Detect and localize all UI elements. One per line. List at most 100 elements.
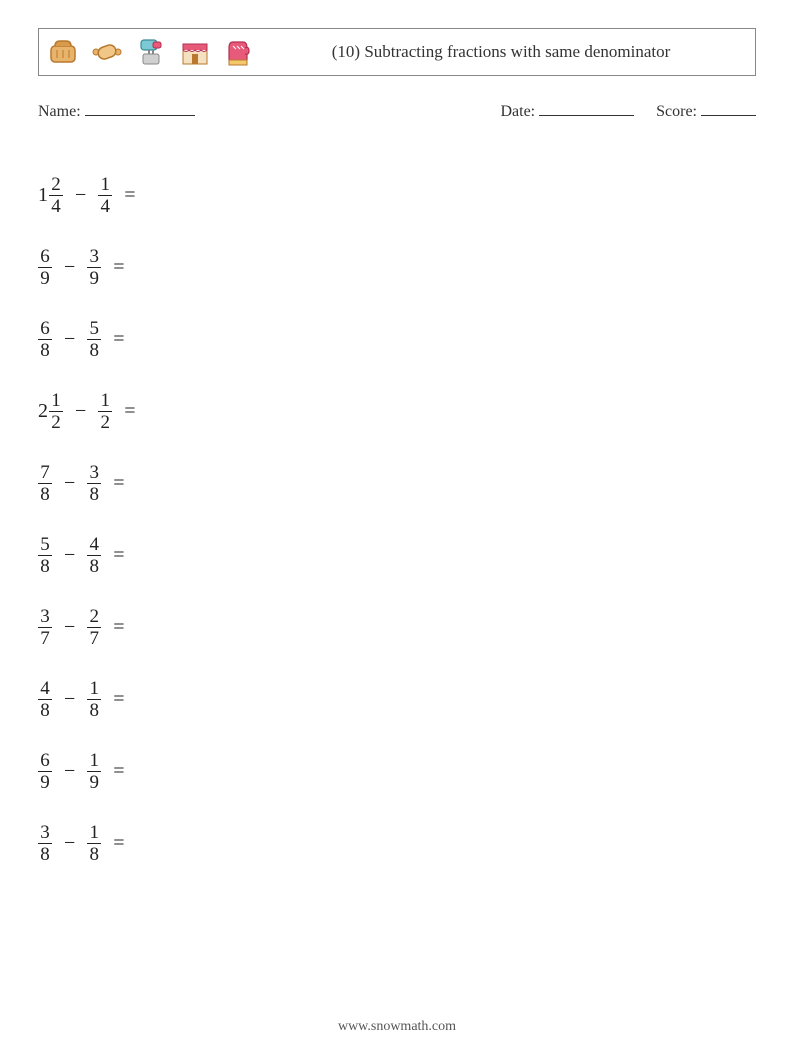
header-box: (10) Subtracting fractions with same den… bbox=[38, 28, 756, 76]
numerator: 5 bbox=[38, 534, 52, 555]
problem-row: 69−39= bbox=[38, 231, 756, 303]
numerator: 1 bbox=[88, 750, 102, 771]
problem-row: 48−18= bbox=[38, 663, 756, 735]
fraction: 18 bbox=[87, 822, 101, 865]
denominator: 8 bbox=[88, 556, 102, 577]
denominator: 9 bbox=[88, 268, 102, 289]
denominator: 4 bbox=[49, 196, 63, 217]
name-blank[interactable] bbox=[85, 102, 195, 116]
date-blank[interactable] bbox=[539, 102, 634, 116]
equals-sign: = bbox=[124, 400, 135, 423]
fraction: 48 bbox=[87, 534, 101, 577]
fraction: 69 bbox=[38, 750, 52, 793]
fraction: 18 bbox=[87, 678, 101, 721]
footer-url: www.snowmath.com bbox=[0, 1019, 794, 1035]
fraction: 12 bbox=[98, 390, 112, 433]
rolling-pin-icon bbox=[91, 36, 123, 68]
score-label: Score: bbox=[656, 103, 697, 120]
numerator: 6 bbox=[38, 246, 52, 267]
problem-row: 68−58= bbox=[38, 303, 756, 375]
denominator: 8 bbox=[88, 484, 102, 505]
minus-operator: − bbox=[64, 832, 75, 855]
header-icons bbox=[47, 36, 255, 68]
denominator: 4 bbox=[99, 196, 113, 217]
numerator: 2 bbox=[49, 174, 63, 195]
denominator: 8 bbox=[88, 340, 102, 361]
numerator: 1 bbox=[49, 390, 63, 411]
denominator: 8 bbox=[38, 340, 52, 361]
numerator: 2 bbox=[88, 606, 102, 627]
fraction: 19 bbox=[87, 750, 101, 793]
minus-operator: − bbox=[75, 400, 86, 423]
name-label: Name: bbox=[38, 103, 81, 120]
minus-operator: − bbox=[64, 544, 75, 567]
bread-icon bbox=[47, 36, 79, 68]
name-field: Name: bbox=[38, 102, 500, 121]
minus-operator: − bbox=[64, 472, 75, 495]
denominator: 2 bbox=[99, 412, 113, 433]
fraction: 37 bbox=[38, 606, 52, 649]
denominator: 7 bbox=[38, 628, 52, 649]
shop-icon bbox=[179, 36, 211, 68]
problem-row: 124−14= bbox=[38, 159, 756, 231]
equals-sign: = bbox=[113, 616, 124, 639]
score-field: Score: bbox=[656, 102, 756, 121]
problem-row: 212−12= bbox=[38, 375, 756, 447]
denominator: 9 bbox=[38, 772, 52, 793]
numerator: 5 bbox=[88, 318, 102, 339]
whole-number: 2 bbox=[38, 400, 48, 423]
worksheet-title: (10) Subtracting fractions with same den… bbox=[255, 41, 747, 62]
denominator: 8 bbox=[38, 700, 52, 721]
equals-sign: = bbox=[113, 688, 124, 711]
minus-operator: − bbox=[64, 616, 75, 639]
problem-row: 37−27= bbox=[38, 591, 756, 663]
oven-mitt-icon bbox=[223, 36, 255, 68]
fraction: 38 bbox=[87, 462, 101, 505]
numerator: 4 bbox=[88, 534, 102, 555]
problem-row: 78−38= bbox=[38, 447, 756, 519]
date-field: Date: bbox=[500, 102, 634, 121]
problems-list: 124−14=69−39=68−58=212−12=78−38=58−48=37… bbox=[38, 159, 756, 879]
equals-sign: = bbox=[113, 544, 124, 567]
numerator: 3 bbox=[38, 822, 52, 843]
denominator: 9 bbox=[88, 772, 102, 793]
denominator: 8 bbox=[88, 844, 102, 865]
fraction: 69 bbox=[38, 246, 52, 289]
numerator: 3 bbox=[88, 246, 102, 267]
minus-operator: − bbox=[64, 256, 75, 279]
fraction: 27 bbox=[87, 606, 101, 649]
equals-sign: = bbox=[113, 256, 124, 279]
fraction: 24 bbox=[49, 174, 63, 217]
fraction: 48 bbox=[38, 678, 52, 721]
problem-row: 69−19= bbox=[38, 735, 756, 807]
numerator: 1 bbox=[99, 174, 113, 195]
equals-sign: = bbox=[124, 184, 135, 207]
numerator: 6 bbox=[38, 750, 52, 771]
minus-operator: − bbox=[64, 328, 75, 351]
fraction: 14 bbox=[98, 174, 112, 217]
minus-operator: − bbox=[64, 760, 75, 783]
equals-sign: = bbox=[113, 328, 124, 351]
denominator: 8 bbox=[88, 700, 102, 721]
denominator: 8 bbox=[38, 484, 52, 505]
numerator: 7 bbox=[38, 462, 52, 483]
numerator: 3 bbox=[88, 462, 102, 483]
numerator: 6 bbox=[38, 318, 52, 339]
fraction: 78 bbox=[38, 462, 52, 505]
numerator: 1 bbox=[99, 390, 113, 411]
info-row: Name: Date: Score: bbox=[38, 102, 756, 121]
equals-sign: = bbox=[113, 832, 124, 855]
fraction: 68 bbox=[38, 318, 52, 361]
fraction: 12 bbox=[49, 390, 63, 433]
numerator: 4 bbox=[38, 678, 52, 699]
minus-operator: − bbox=[75, 184, 86, 207]
mixer-icon bbox=[135, 36, 167, 68]
numerator: 1 bbox=[88, 822, 102, 843]
denominator: 9 bbox=[38, 268, 52, 289]
fraction: 39 bbox=[87, 246, 101, 289]
score-blank[interactable] bbox=[701, 102, 756, 116]
problem-row: 58−48= bbox=[38, 519, 756, 591]
fraction: 58 bbox=[87, 318, 101, 361]
fraction: 58 bbox=[38, 534, 52, 577]
problem-row: 3 8−18 = bbox=[38, 807, 756, 879]
